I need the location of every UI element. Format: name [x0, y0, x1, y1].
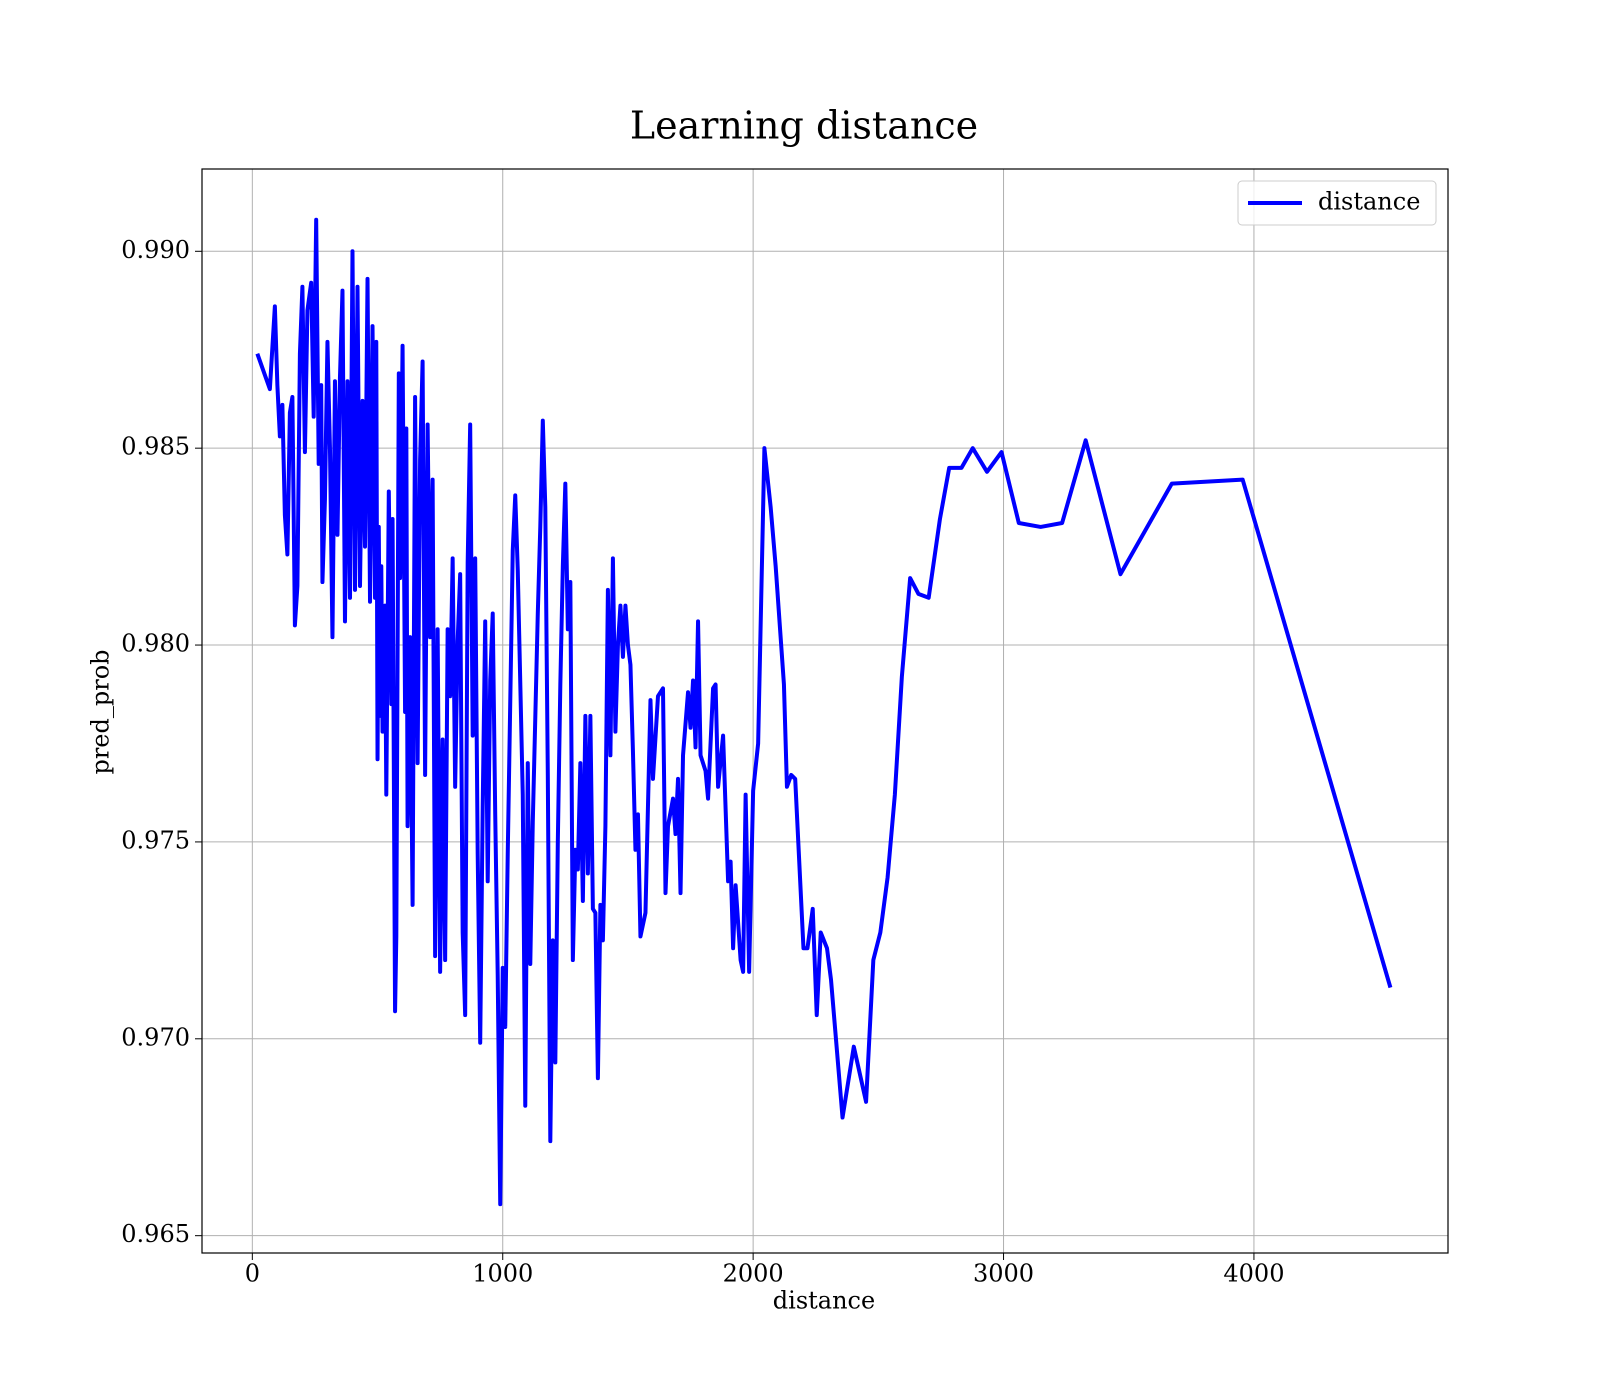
- y-tick-label: 0.980: [121, 630, 190, 658]
- x-tick-label: 1000: [472, 1260, 533, 1288]
- y-tick-label: 0.985: [121, 433, 190, 461]
- x-tick-label: 0: [245, 1260, 260, 1288]
- plot-frame: [201, 168, 1449, 1254]
- x-tick-label: 2000: [723, 1260, 784, 1288]
- x-tick-label: 4000: [1223, 1260, 1284, 1288]
- y-tick-label: 0.975: [121, 826, 190, 854]
- y-tick-label: 0.965: [121, 1220, 190, 1248]
- y-tick-label: 0.970: [121, 1023, 190, 1051]
- y-tick-label: 0.990: [121, 236, 190, 264]
- legend-box: [1237, 180, 1437, 226]
- y-axis-label: pred_prob: [87, 649, 115, 774]
- x-tick-label: 3000: [973, 1260, 1034, 1288]
- chart-title: Learning distance: [630, 104, 978, 148]
- x-axis-label: distance: [773, 1287, 875, 1315]
- data-line: [255, 217, 1393, 1207]
- legend-label: distance: [1318, 188, 1420, 216]
